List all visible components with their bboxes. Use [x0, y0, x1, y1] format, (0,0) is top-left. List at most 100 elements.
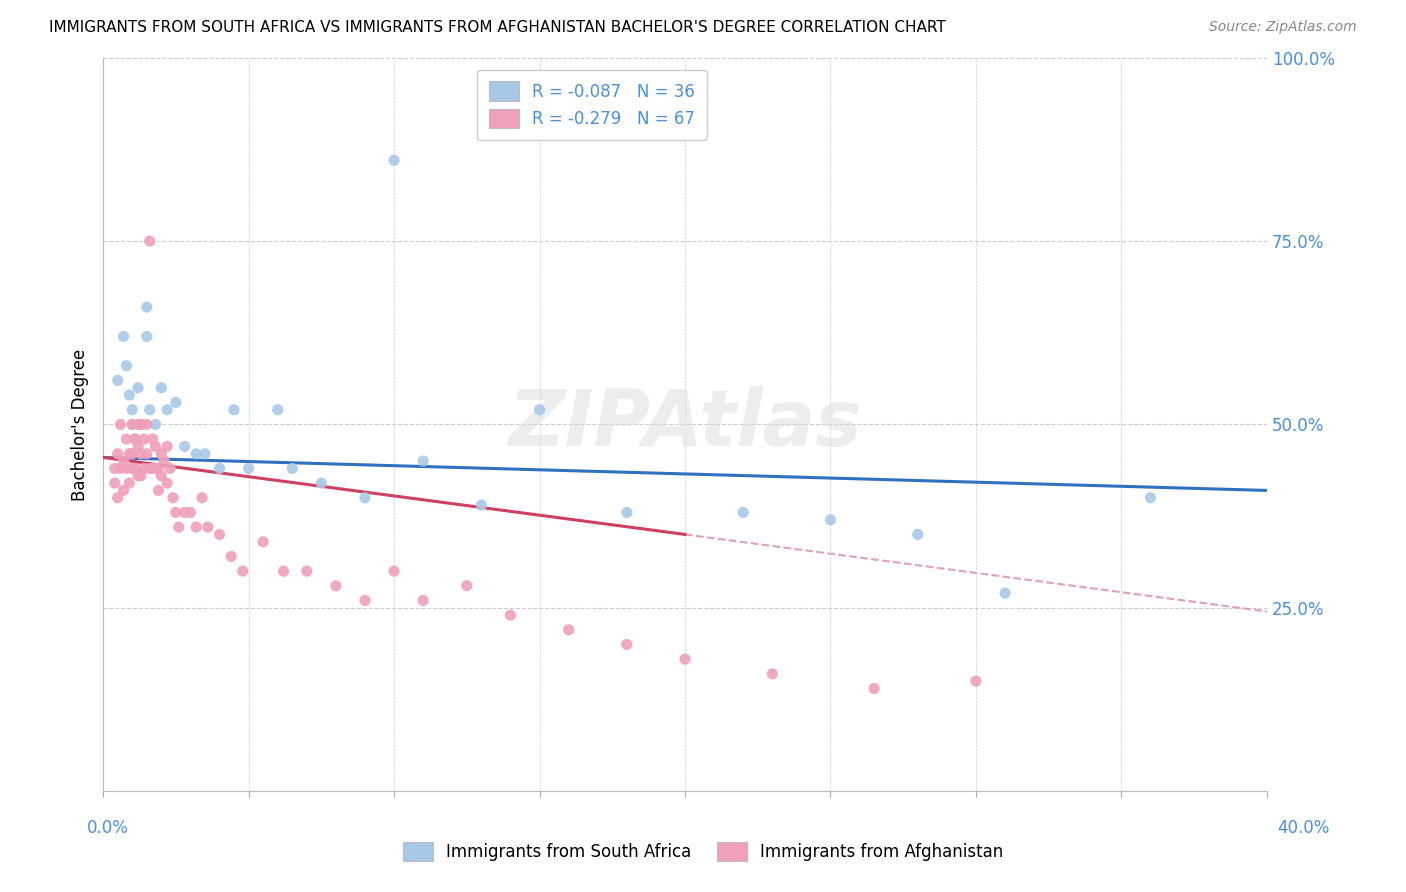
Point [135, 447, 157, 461]
Point [281, 461, 304, 475]
Point [148, 461, 170, 475]
Point [456, 579, 478, 593]
Text: Source: ZipAtlas.com: Source: ZipAtlas.com [1209, 20, 1357, 34]
Point [129, 447, 152, 461]
Point [191, 491, 214, 505]
Point [162, 491, 184, 505]
Text: 0.0%: 0.0% [87, 819, 129, 837]
Point [132, 461, 155, 475]
Point [173, 505, 195, 519]
Y-axis label: Bachelor's Degree: Bachelor's Degree [72, 348, 89, 500]
Point [127, 381, 149, 395]
Point [127, 417, 149, 432]
Point [148, 483, 170, 498]
Point [118, 476, 141, 491]
Point [127, 468, 149, 483]
Point [311, 476, 333, 491]
Point [208, 527, 231, 541]
Point [222, 402, 245, 417]
Point [118, 447, 141, 461]
Point [156, 402, 179, 417]
Point [118, 388, 141, 402]
Point [145, 417, 167, 432]
Point [186, 520, 208, 534]
Point [354, 491, 377, 505]
Point [820, 513, 842, 527]
Point [470, 498, 492, 512]
Point [557, 623, 579, 637]
Point [252, 534, 274, 549]
Point [121, 447, 143, 461]
Point [616, 637, 638, 651]
Point [673, 652, 696, 666]
Point [529, 402, 551, 417]
Point [382, 153, 405, 168]
Point [267, 402, 290, 417]
Point [124, 432, 146, 446]
Point [121, 402, 143, 417]
Point [382, 564, 405, 578]
Point [129, 417, 152, 432]
Text: ZIPAtlas: ZIPAtlas [508, 386, 862, 462]
Point [138, 402, 160, 417]
Point [965, 674, 987, 689]
Point [142, 461, 165, 475]
Point [197, 520, 219, 534]
Point [145, 461, 167, 475]
Point [138, 234, 160, 248]
Point [232, 564, 254, 578]
Point [208, 461, 231, 475]
Point [907, 527, 929, 541]
Point [135, 417, 157, 432]
Point [132, 432, 155, 446]
Point [761, 666, 783, 681]
Point [412, 454, 434, 468]
Point [127, 439, 149, 453]
Point [129, 468, 152, 483]
Point [110, 417, 132, 432]
Point [110, 461, 132, 475]
Point [238, 461, 260, 475]
Point [153, 454, 176, 468]
Legend: Immigrants from South Africa, Immigrants from Afghanistan: Immigrants from South Africa, Immigrants… [404, 842, 1002, 862]
Point [107, 373, 129, 387]
Point [165, 395, 187, 409]
Legend: R = -0.087   N = 36, R = -0.279   N = 67: R = -0.087 N = 36, R = -0.279 N = 67 [477, 70, 707, 140]
Point [616, 505, 638, 519]
Point [156, 439, 179, 453]
Point [273, 564, 295, 578]
Point [165, 505, 187, 519]
Point [121, 461, 143, 475]
Point [994, 586, 1017, 600]
Point [135, 300, 157, 314]
Point [145, 439, 167, 453]
Point [173, 439, 195, 453]
Point [112, 454, 135, 468]
Point [142, 432, 165, 446]
Point [499, 608, 522, 623]
Point [115, 432, 138, 446]
Point [121, 417, 143, 432]
Point [733, 505, 755, 519]
Point [156, 476, 179, 491]
Point [194, 447, 217, 461]
Point [115, 359, 138, 373]
Text: 40.0%: 40.0% [1278, 819, 1330, 837]
Point [150, 381, 173, 395]
Point [150, 447, 173, 461]
Point [354, 593, 377, 607]
Point [107, 447, 129, 461]
Point [129, 417, 152, 432]
Point [159, 461, 181, 475]
Point [104, 461, 127, 475]
Point [104, 476, 127, 491]
Point [219, 549, 242, 564]
Point [112, 329, 135, 343]
Point [124, 461, 146, 475]
Point [295, 564, 318, 578]
Point [186, 447, 208, 461]
Point [167, 520, 190, 534]
Point [115, 461, 138, 475]
Point [150, 468, 173, 483]
Point [107, 491, 129, 505]
